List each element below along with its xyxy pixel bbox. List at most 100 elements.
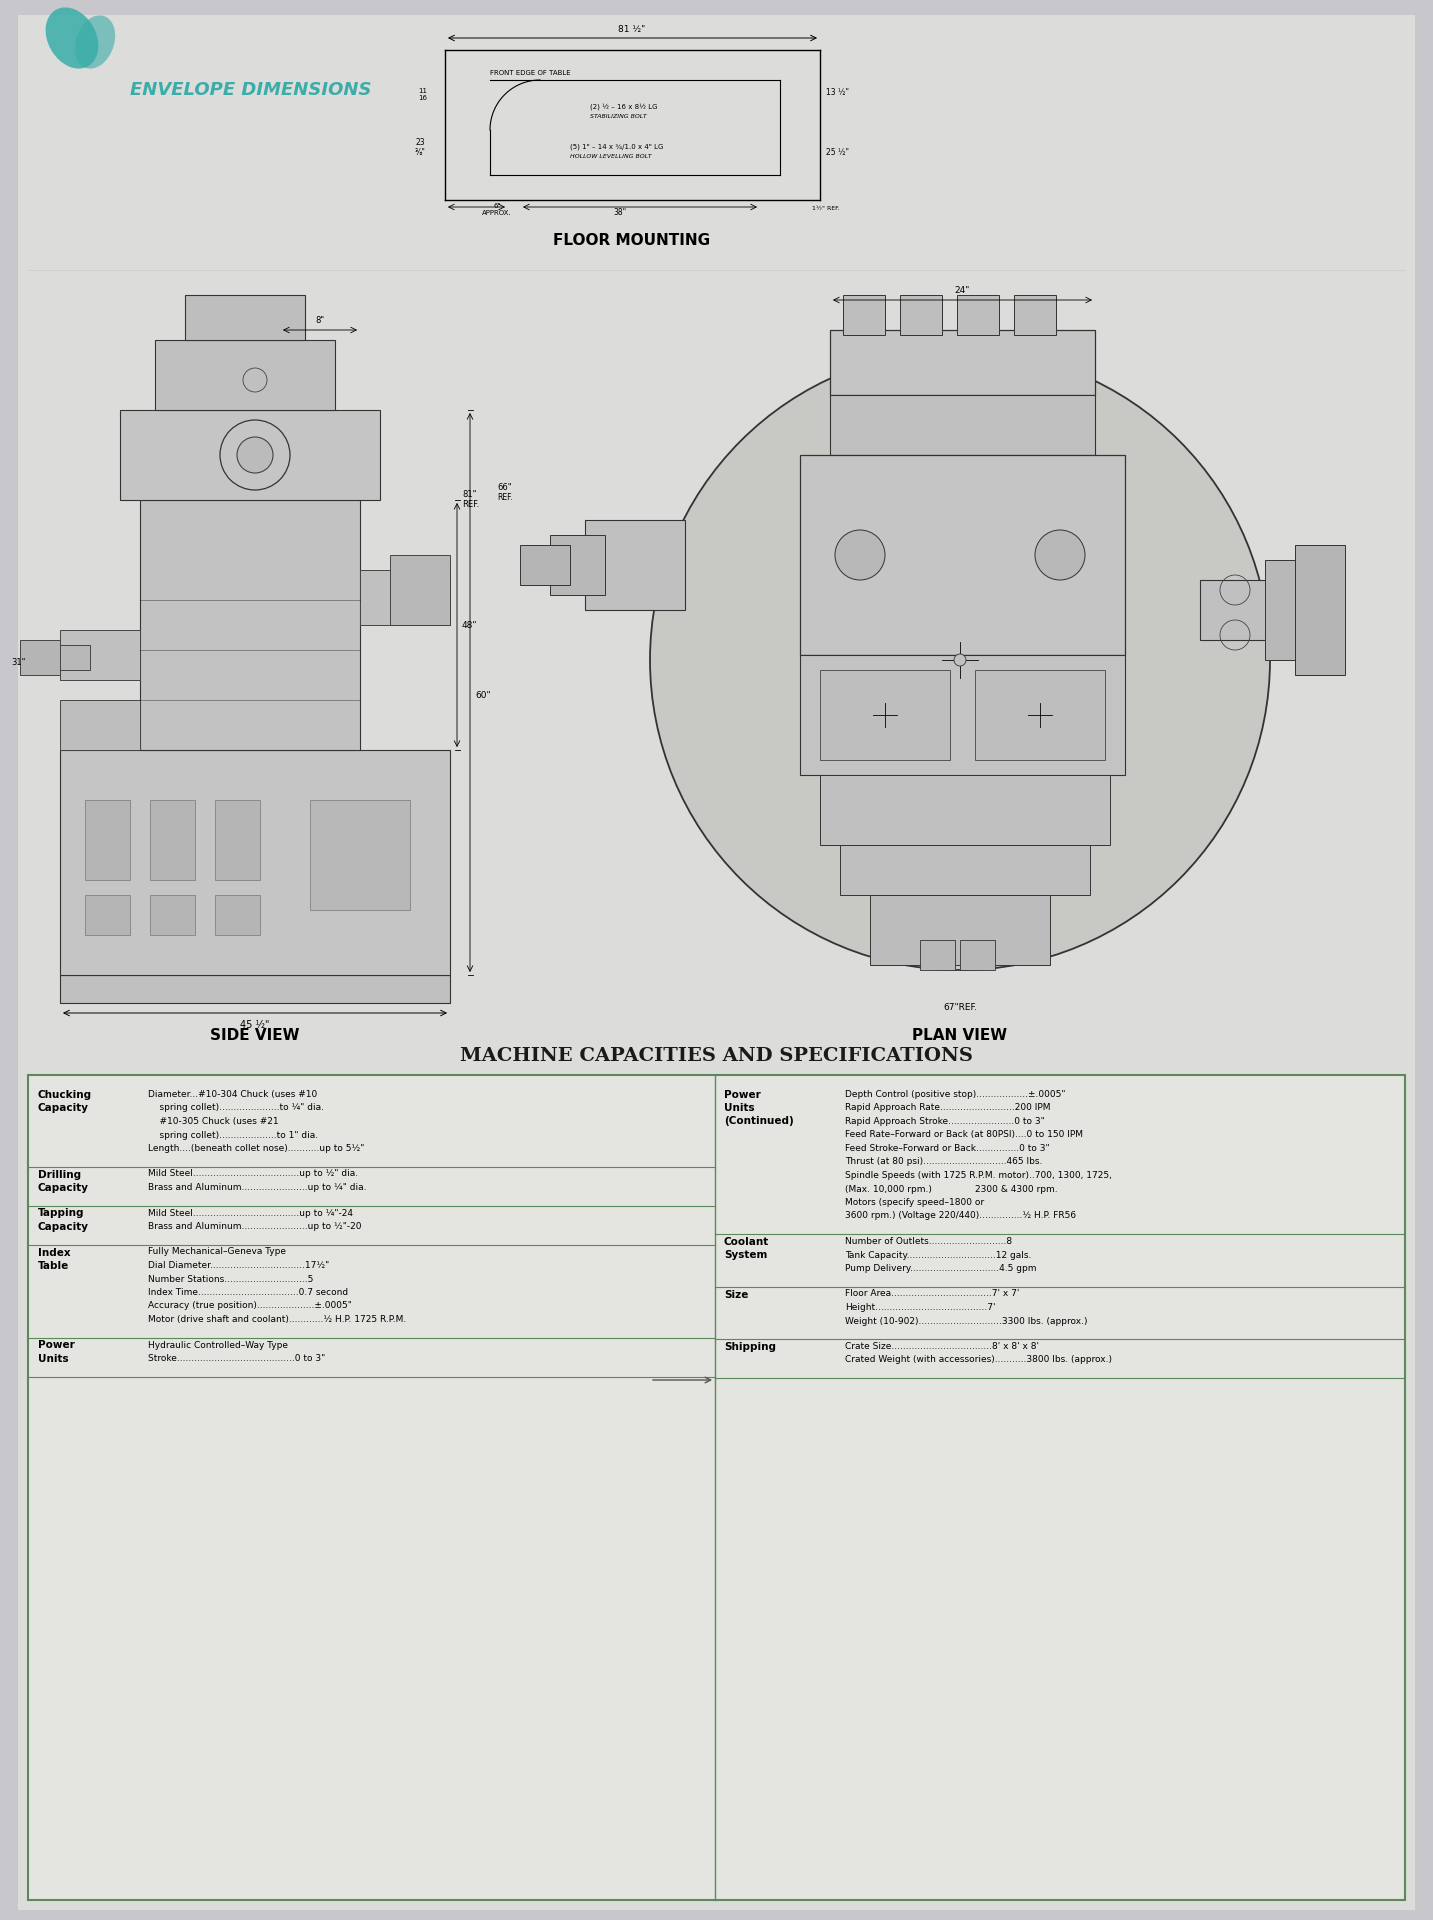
Circle shape [1035, 530, 1085, 580]
Bar [360, 570, 450, 626]
Ellipse shape [75, 15, 115, 69]
Bar [920, 941, 954, 970]
Bar [900, 296, 941, 334]
Bar [974, 670, 1105, 760]
Text: HOLLOW LEVELLING BOLT: HOLLOW LEVELLING BOLT [570, 154, 652, 159]
Text: Shipping: Shipping [724, 1342, 777, 1352]
Bar [960, 941, 995, 970]
Bar [155, 340, 335, 411]
Bar [150, 801, 195, 879]
Text: 6"
APPROX.: 6" APPROX. [481, 204, 512, 217]
Text: (5) 1" – 14 x ¾/1.0 x 4" LG: (5) 1" – 14 x ¾/1.0 x 4" LG [570, 142, 663, 150]
Bar [800, 455, 1125, 655]
Bar [840, 845, 1091, 895]
Text: Pump Delivery...............................4.5 gpm: Pump Delivery...........................… [845, 1263, 1036, 1273]
Circle shape [236, 438, 274, 472]
Ellipse shape [46, 8, 99, 69]
Bar [820, 776, 1111, 845]
Bar [29, 1075, 1404, 1901]
Text: Stroke.........................................0 to 3": Stroke..................................… [148, 1354, 325, 1363]
Text: Index Time...................................0.7 second: Index Time..............................… [148, 1288, 348, 1298]
Text: Mild Steel.....................................up to ½" dia.: Mild Steel..............................… [148, 1169, 358, 1179]
Text: Number of Outlets...........................8: Number of Outlets.......................… [845, 1236, 1012, 1246]
Bar [870, 895, 1050, 966]
Bar [20, 639, 60, 676]
Bar [140, 499, 360, 751]
Bar [1015, 296, 1056, 334]
Text: Index
Table: Index Table [39, 1248, 70, 1271]
Bar [60, 975, 450, 1002]
Text: Mild Steel.....................................up to ¼"-24: Mild Steel..............................… [148, 1208, 353, 1217]
Bar [800, 655, 1125, 776]
Bar [550, 536, 605, 595]
Text: 67"REF.: 67"REF. [943, 1002, 977, 1012]
Text: Dial Diameter.................................17½": Dial Diameter...........................… [148, 1261, 330, 1269]
Text: (Max. 10,000 rpm.)               2300 & 4300 rpm.: (Max. 10,000 rpm.) 2300 & 4300 rpm. [845, 1185, 1058, 1194]
Text: Chucking
Capacity: Chucking Capacity [39, 1091, 92, 1114]
Bar [120, 411, 380, 499]
Text: 60": 60" [474, 691, 490, 699]
Text: MACHINE CAPACITIES AND SPECIFICATIONS: MACHINE CAPACITIES AND SPECIFICATIONS [460, 1046, 973, 1066]
Text: #10-305 Chuck (uses #21: #10-305 Chuck (uses #21 [148, 1117, 278, 1125]
Bar [957, 296, 999, 334]
Bar [843, 296, 886, 334]
Bar [520, 545, 570, 586]
Text: Power
Units: Power Units [39, 1340, 75, 1363]
Text: Size: Size [724, 1290, 748, 1300]
Text: Coolant
System: Coolant System [724, 1236, 770, 1260]
Text: 25 ½": 25 ½" [825, 148, 848, 157]
Bar [830, 396, 1095, 455]
Text: SIDE VIEW: SIDE VIEW [211, 1027, 299, 1043]
Bar [150, 895, 195, 935]
Text: 3600 rpm.) (Voltage 220/440)...............½ H.P. FR56: 3600 rpm.) (Voltage 220/440)............… [845, 1212, 1076, 1221]
Text: 81"
REF.: 81" REF. [461, 490, 479, 509]
Bar [310, 801, 410, 910]
Text: 45 ½": 45 ½" [241, 1020, 269, 1029]
Text: 38": 38" [613, 207, 626, 217]
Bar [585, 520, 685, 611]
Bar [60, 701, 140, 751]
Text: Motor (drive shaft and coolant)............½ H.P. 1725 R.P.M.: Motor (drive shaft and coolant).........… [148, 1315, 406, 1325]
Bar [1265, 561, 1340, 660]
Text: Height.......................................7': Height..................................… [845, 1304, 996, 1311]
Bar [60, 751, 450, 975]
Text: Feed Stroke–Forward or Back...............0 to 3": Feed Stroke–Forward or Back.............… [845, 1144, 1049, 1154]
Text: Floor Area...................................7' x 7': Floor Area..............................… [845, 1290, 1019, 1298]
Text: Hydraulic Controlled–Way Type: Hydraulic Controlled–Way Type [148, 1340, 288, 1350]
Text: 48": 48" [461, 620, 477, 630]
Text: 31": 31" [11, 659, 26, 666]
Text: 66": 66" [497, 484, 512, 492]
Text: Accuracy (true position)....................±.0005": Accuracy (true position)................… [148, 1302, 353, 1311]
Bar [30, 645, 90, 670]
Text: Motors (specify speed–1800 or: Motors (specify speed–1800 or [845, 1198, 984, 1208]
Text: Crate Size...................................8' x 8' x 8': Crate Size..............................… [845, 1342, 1039, 1352]
Text: Crated Weight (with accessories)...........3800 lbs. (approx.): Crated Weight (with accessories)........… [845, 1356, 1112, 1365]
Bar [60, 630, 140, 680]
Circle shape [835, 530, 886, 580]
Text: Thrust (at 80 psi).............................465 lbs.: Thrust (at 80 psi)......................… [845, 1158, 1042, 1167]
Text: spring collet)....................to 1" dia.: spring collet)....................to 1" … [148, 1131, 318, 1139]
Text: 81 ½": 81 ½" [619, 25, 646, 35]
Text: Brass and Aluminum.......................up to ¼" dia.: Brass and Aluminum......................… [148, 1183, 367, 1192]
Bar [820, 670, 950, 760]
Text: Weight (10-902).............................3300 lbs. (approx.): Weight (10-902).........................… [845, 1317, 1088, 1325]
Text: Length....(beneath collet nose)...........up to 5½": Length....(beneath collet nose).........… [148, 1144, 364, 1154]
Text: 1½" REF.: 1½" REF. [813, 205, 840, 211]
Text: Fully Mechanical–Geneva Type: Fully Mechanical–Geneva Type [148, 1248, 287, 1256]
Text: (2) ½ – 16 x 8½ LG: (2) ½ – 16 x 8½ LG [590, 102, 658, 109]
Text: Tank Capacity...............................12 gals.: Tank Capacity...........................… [845, 1250, 1032, 1260]
Text: STABILIZING BOLT: STABILIZING BOLT [590, 113, 646, 119]
Text: 13 ½": 13 ½" [825, 88, 848, 98]
Text: FLOOR MOUNTING: FLOOR MOUNTING [553, 232, 711, 248]
Text: spring collet).....................to ¼" dia.: spring collet).....................to ¼"… [148, 1104, 324, 1112]
Text: Diameter...#10-304 Chuck (uses #10: Diameter...#10-304 Chuck (uses #10 [148, 1091, 317, 1098]
Bar [215, 801, 259, 879]
Text: Depth Control (positive stop)..................±.0005": Depth Control (positive stop)...........… [845, 1091, 1066, 1098]
Text: Rapid Approach Rate..........................200 IPM: Rapid Approach Rate.....................… [845, 1104, 1050, 1112]
Text: Drilling
Capacity: Drilling Capacity [39, 1169, 89, 1192]
Text: Number Stations.............................5: Number Stations.........................… [148, 1275, 314, 1283]
Bar [390, 555, 450, 626]
Bar [830, 330, 1095, 396]
Text: 8": 8" [315, 317, 324, 324]
Text: Spindle Speeds (with 1725 R.P.M. motor)..700, 1300, 1725,: Spindle Speeds (with 1725 R.P.M. motor).… [845, 1171, 1112, 1181]
